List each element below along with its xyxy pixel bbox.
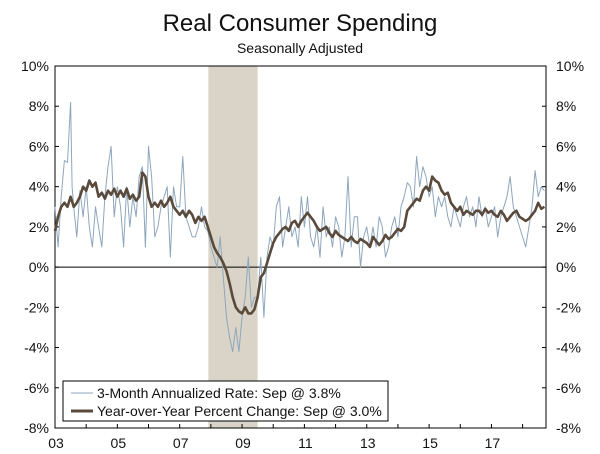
y-tick-label-left: 0% <box>29 259 49 275</box>
y-tick-label-left: 2% <box>29 219 49 235</box>
y-tick-label-right: -2% <box>556 299 581 315</box>
y-tick-label-right: 10% <box>556 58 584 74</box>
chart-subtitle: Seasonally Adjusted <box>236 40 364 56</box>
y-tick-label-left: -2% <box>24 299 49 315</box>
chart-title: Real Consumer Spending <box>162 10 438 37</box>
y-tick-label-right: 0% <box>556 259 576 275</box>
x-tick-label: 05 <box>111 435 127 451</box>
plot-frame <box>54 65 547 429</box>
x-tick-label: 03 <box>48 435 64 451</box>
x-tick-label: 17 <box>485 435 501 451</box>
y-tick-label-left: -4% <box>24 340 49 356</box>
y-tick-label-left: 10% <box>21 58 49 74</box>
x-tick-label: 15 <box>422 435 438 451</box>
recession-band <box>208 66 258 428</box>
y-tick-label-right: 2% <box>556 219 576 235</box>
y-tick-label-right: -6% <box>556 380 581 396</box>
y-tick-label-left: 6% <box>29 138 49 154</box>
x-tick-label: 09 <box>235 435 251 451</box>
y-tick-label-right: -8% <box>556 420 581 436</box>
y-tick-label-left: -8% <box>24 420 49 436</box>
x-tick-label: 13 <box>360 435 376 451</box>
y-tick-label-right: -4% <box>556 340 581 356</box>
legend-box <box>62 380 389 422</box>
y-tick-label-right: 8% <box>556 98 576 114</box>
x-tick-label: 07 <box>173 435 189 451</box>
series-yoy-line <box>53 171 546 315</box>
y-tick-label-right: 4% <box>556 179 576 195</box>
y-tick-label-right: 6% <box>556 138 576 154</box>
x-tick-label: 11 <box>298 435 313 451</box>
legend-entry: Year-over-Year Percent Change: Sep @ 3.0… <box>97 403 382 419</box>
y-tick-label-left: 4% <box>29 179 49 195</box>
legend-entry: 3-Month Annualized Rate: Sep @ 3.8% <box>97 385 341 401</box>
y-tick-label-left: -6% <box>24 380 49 396</box>
series-3-month-line <box>54 101 545 353</box>
y-tick-label-left: 8% <box>29 98 49 114</box>
